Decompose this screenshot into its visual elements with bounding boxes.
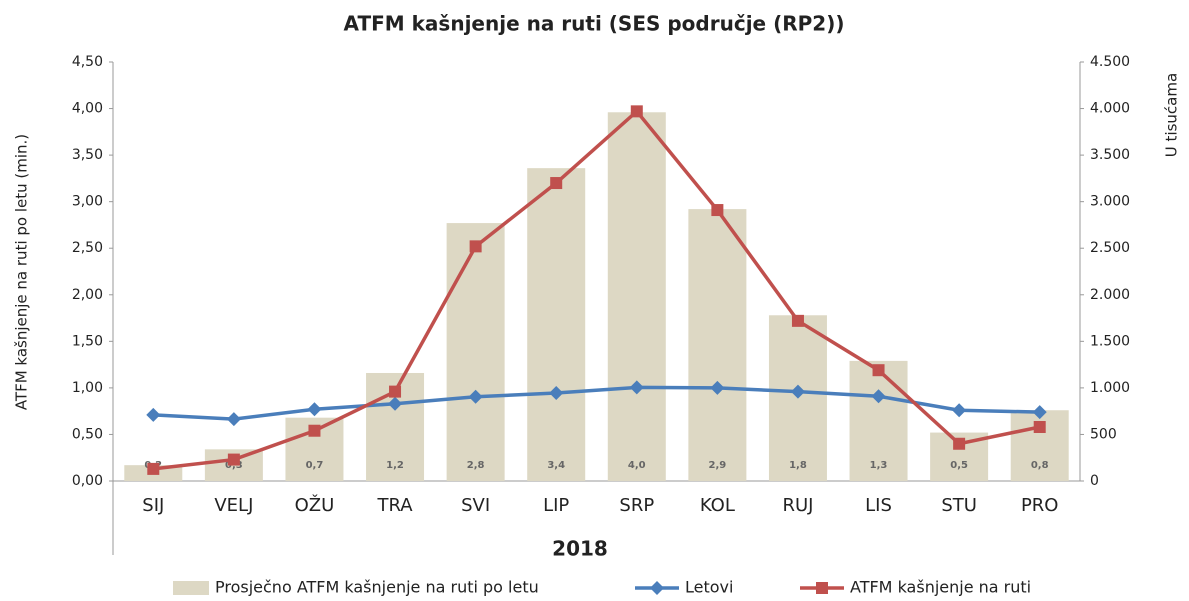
x-tick-label: PRO xyxy=(1021,495,1059,516)
y-tick-label: 2,00 xyxy=(72,287,103,303)
bar xyxy=(527,168,586,481)
bar xyxy=(849,360,908,481)
y2-tick-label: 2.000 xyxy=(1090,287,1130,303)
marker xyxy=(953,437,966,450)
y2-tick-label: 1.000 xyxy=(1090,380,1130,396)
x-axis-title: 2018 xyxy=(552,537,608,561)
marker xyxy=(711,204,724,217)
marker xyxy=(630,105,643,118)
marker xyxy=(952,403,967,418)
data-label: 1,3 xyxy=(870,460,888,471)
line xyxy=(153,108,1041,471)
y-tick-label: 2,50 xyxy=(72,240,103,256)
marker xyxy=(710,380,725,395)
marker xyxy=(790,384,805,399)
x-tick-label: TRA xyxy=(376,495,413,516)
y2-tick-label: 3.500 xyxy=(1090,147,1130,163)
x-tick-label: LIP xyxy=(543,495,569,516)
data-label: 0,7 xyxy=(306,460,324,471)
data-label: 4,0 xyxy=(628,460,646,471)
x-tick-label: RUJ xyxy=(782,495,813,516)
legend-swatch xyxy=(173,581,209,595)
data-label: 2,8 xyxy=(467,460,485,471)
marker xyxy=(469,240,482,253)
marker xyxy=(791,314,804,327)
marker xyxy=(227,453,240,466)
data-label: 2,9 xyxy=(709,460,727,471)
marker xyxy=(388,396,403,411)
legend-label: Prosječno ATFM kašnjenje na ruti po letu xyxy=(215,578,539,597)
data-label: 0,8 xyxy=(1031,460,1049,471)
y2-tick-label: 3.000 xyxy=(1090,194,1130,210)
y2-tick-label: 4.500 xyxy=(1090,54,1130,70)
bar xyxy=(688,209,747,482)
legend-marker xyxy=(816,582,828,594)
y2-tick-label: 500 xyxy=(1090,426,1117,442)
x-tick-label: VELJ xyxy=(214,495,253,516)
marker xyxy=(549,386,564,401)
x-tick-label: STU xyxy=(941,495,977,516)
y-tick-label: 3,50 xyxy=(72,147,103,163)
y2-tick-label: 0 xyxy=(1090,473,1099,489)
marker xyxy=(308,424,321,437)
y-tick-label: 1,50 xyxy=(72,333,103,349)
x-tick-label: OŽU xyxy=(295,494,335,516)
marker xyxy=(871,389,886,404)
x-tick-label: KOL xyxy=(700,495,735,516)
data-label: 1,8 xyxy=(789,460,807,471)
y-axis-title: ATFM kašnjenje na ruti po letu (min.) xyxy=(13,134,31,410)
marker xyxy=(629,380,644,395)
marker xyxy=(226,412,241,427)
x-tick-label: SVI xyxy=(461,495,490,516)
data-label: 1,2 xyxy=(386,460,404,471)
line xyxy=(153,385,1040,421)
data-label: 0,5 xyxy=(950,460,968,471)
marker xyxy=(307,402,322,417)
chart-title: ATFM kašnjenje na ruti (SES područje (RP… xyxy=(344,12,845,36)
y-tick-label: 4,50 xyxy=(72,54,103,70)
x-tick-label: SIJ xyxy=(142,495,164,516)
marker xyxy=(872,364,885,377)
bar xyxy=(607,112,666,481)
x-tick-label: SRP xyxy=(619,495,654,516)
marker xyxy=(1032,405,1047,420)
marker xyxy=(550,177,563,190)
bar xyxy=(446,223,505,482)
y-tick-label: 0,50 xyxy=(72,426,103,442)
y2-axis-title: U tisućama xyxy=(1163,73,1181,157)
marker xyxy=(147,462,160,475)
data-label: 3,4 xyxy=(547,460,565,471)
marker xyxy=(468,389,483,404)
legend-marker xyxy=(650,581,664,595)
legend-label: ATFM kašnjenje na ruti xyxy=(850,578,1031,597)
y2-tick-label: 1.500 xyxy=(1090,333,1130,349)
marker xyxy=(146,407,161,422)
y-tick-label: 0,00 xyxy=(72,473,103,489)
y-tick-label: 3,00 xyxy=(72,194,103,210)
marker xyxy=(389,385,402,398)
y-tick-label: 1,00 xyxy=(72,380,103,396)
legend-label: Letovi xyxy=(685,578,733,597)
y2-tick-label: 2.500 xyxy=(1090,240,1130,256)
y-tick-label: 4,00 xyxy=(72,101,103,117)
y2-tick-label: 4.000 xyxy=(1090,101,1130,117)
x-tick-label: LIS xyxy=(865,495,892,516)
marker xyxy=(1033,420,1046,433)
